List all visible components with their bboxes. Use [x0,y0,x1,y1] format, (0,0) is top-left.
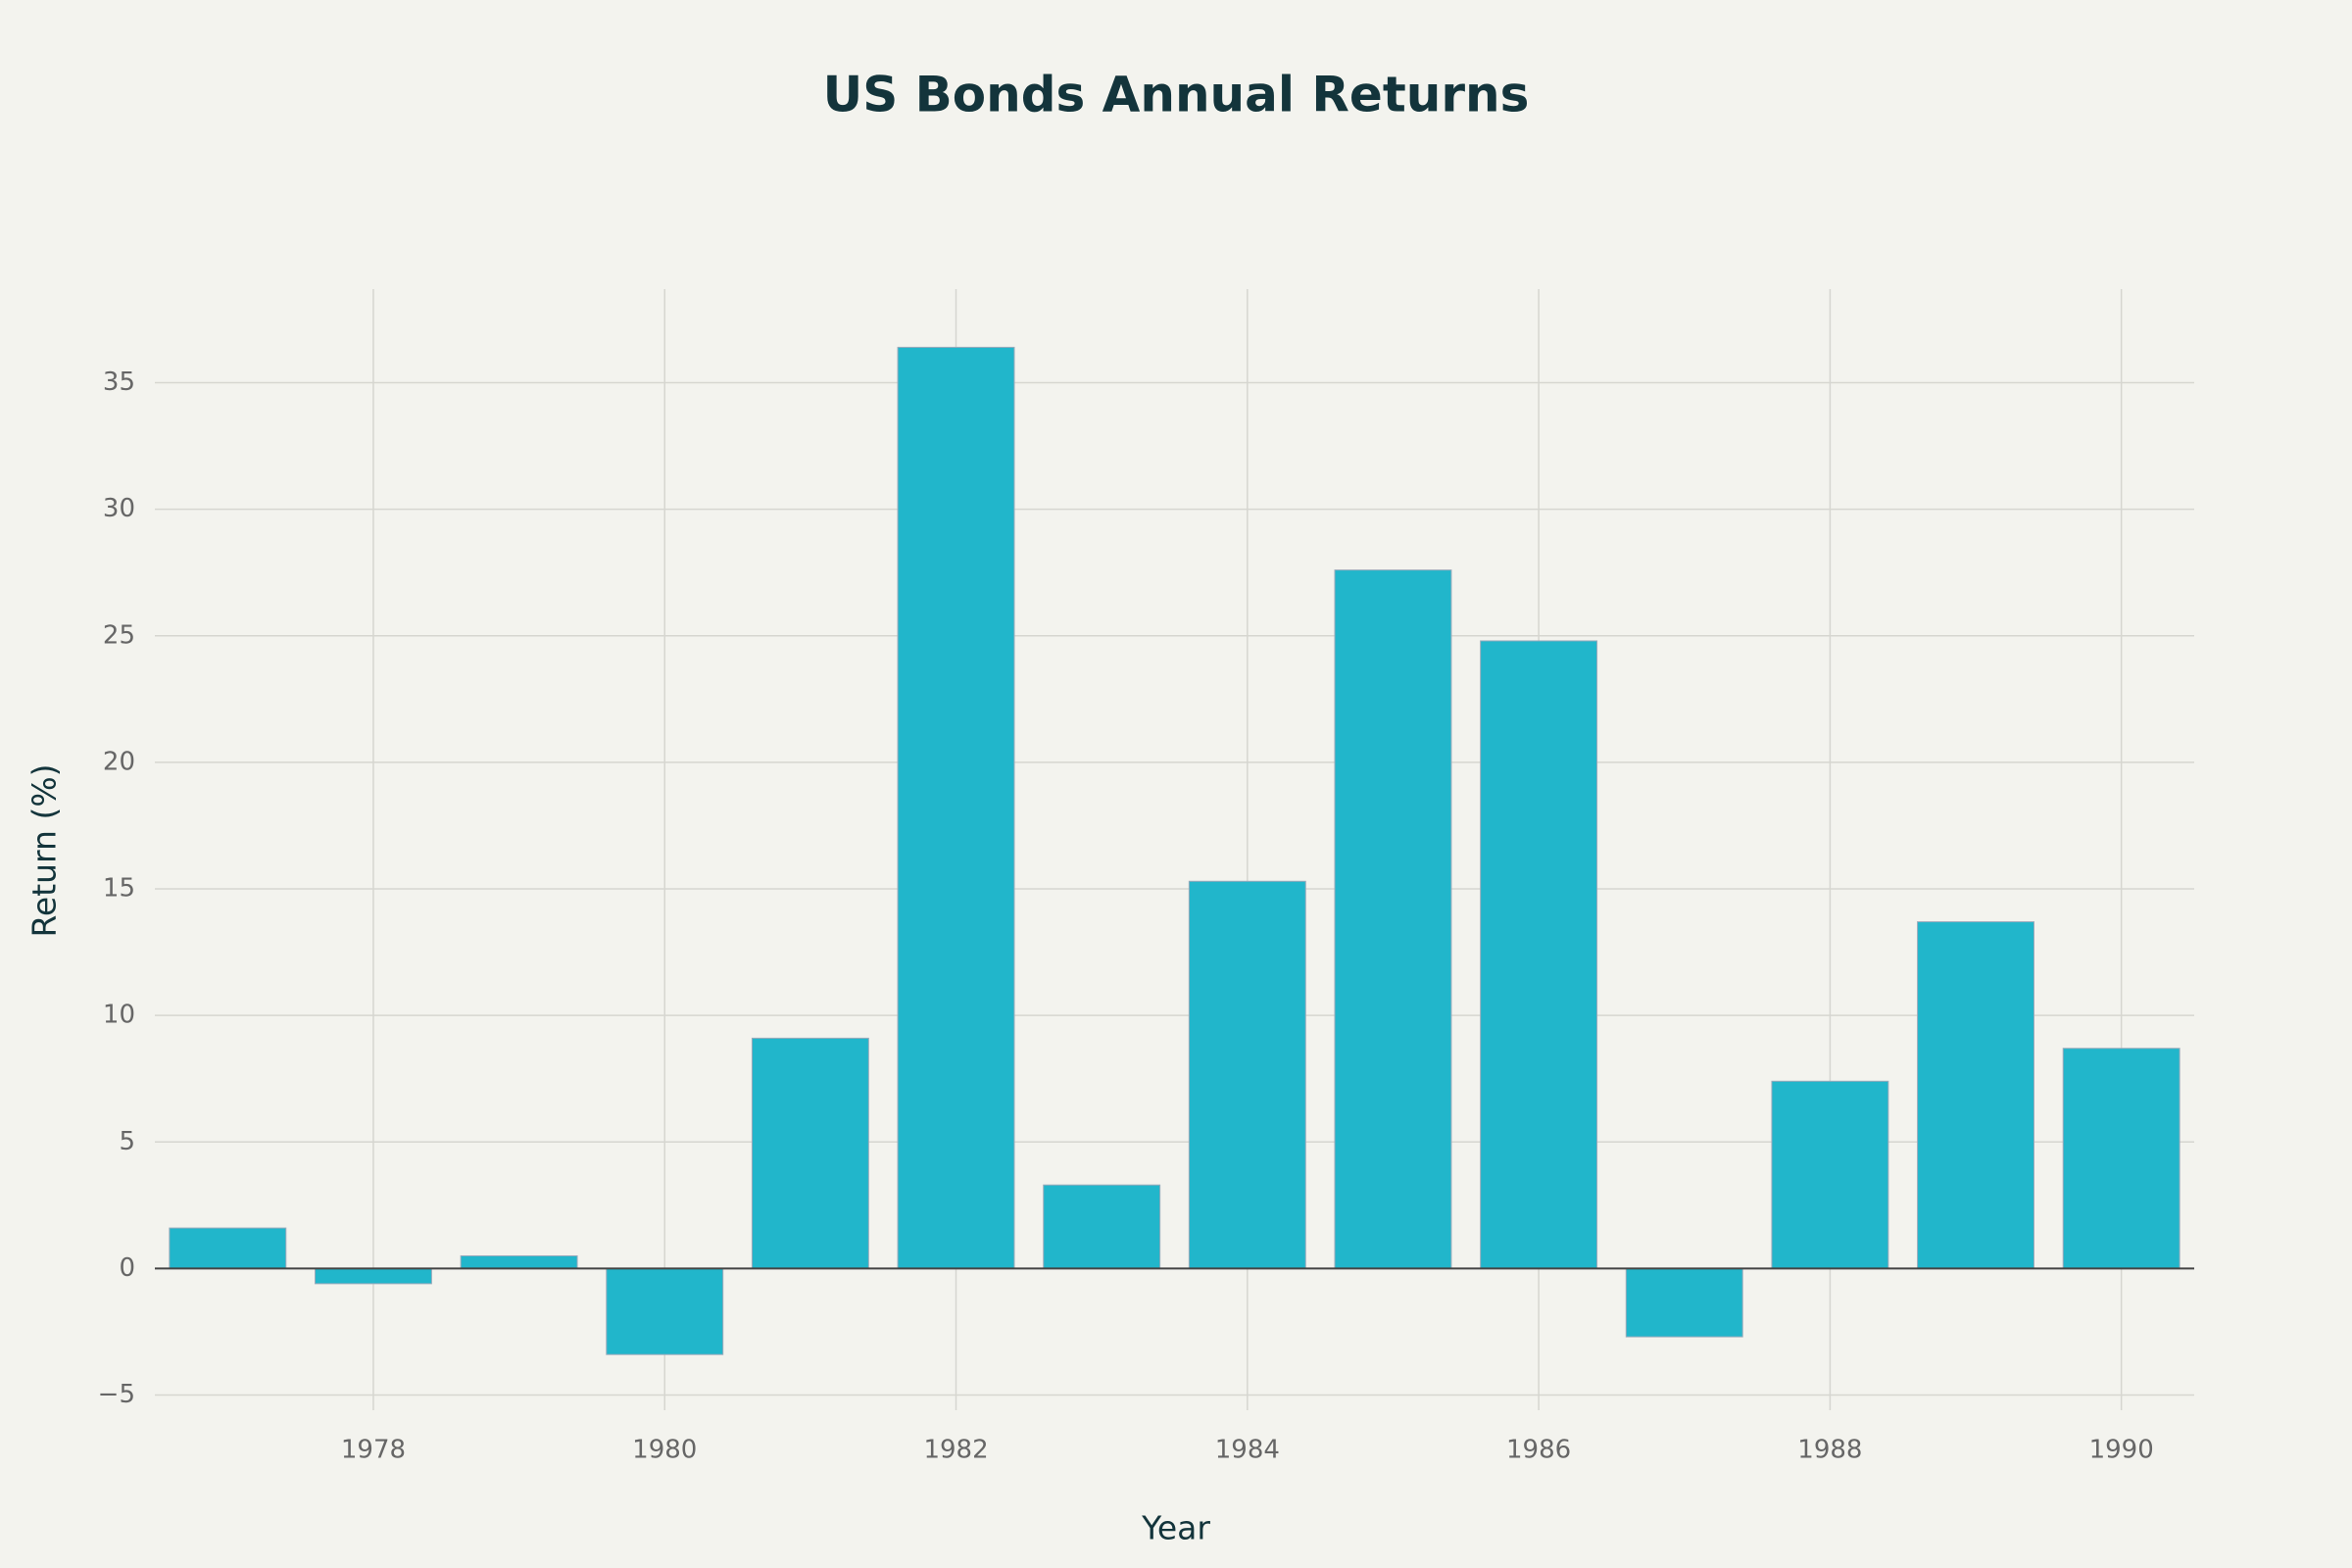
y-tick-label: 0 [119,1253,135,1283]
bar [751,1037,869,1269]
y-tick-label: 15 [103,874,135,904]
y-tick-label: 30 [103,494,135,523]
y-tick-label: 25 [103,620,135,650]
x-tick-label: 1988 [1797,1436,1862,1465]
bar [1188,880,1306,1269]
x-tick-label: 1990 [2089,1436,2154,1465]
bar [1334,569,1452,1269]
bar [169,1227,287,1269]
bar [606,1267,724,1355]
x-tick-label: 1986 [1506,1436,1571,1465]
bar [1625,1267,1743,1338]
bar [897,346,1015,1269]
bar [460,1254,578,1269]
bar [1480,640,1598,1269]
x-tick-label: 1982 [923,1436,988,1465]
bar [1043,1184,1161,1269]
bar [1917,921,2034,1269]
x-tick-label: 1980 [632,1436,697,1465]
y-tick-label: −5 [98,1380,135,1409]
bar [2062,1048,2180,1269]
x-tick-label: 1984 [1215,1436,1280,1465]
y-axis-label: Return (%) [25,763,64,937]
y-tick-label: 35 [103,368,135,397]
x-axis-label: Year [1141,1509,1210,1547]
bar [1771,1080,1889,1269]
x-tick-label: 1978 [341,1436,406,1465]
y-tick-label: 20 [103,747,135,776]
y-tick-label: 10 [103,1001,135,1030]
chart-title: US Bonds Annual Returns [823,67,1530,123]
y-tick-label: 5 [119,1127,135,1156]
bar [315,1267,432,1285]
